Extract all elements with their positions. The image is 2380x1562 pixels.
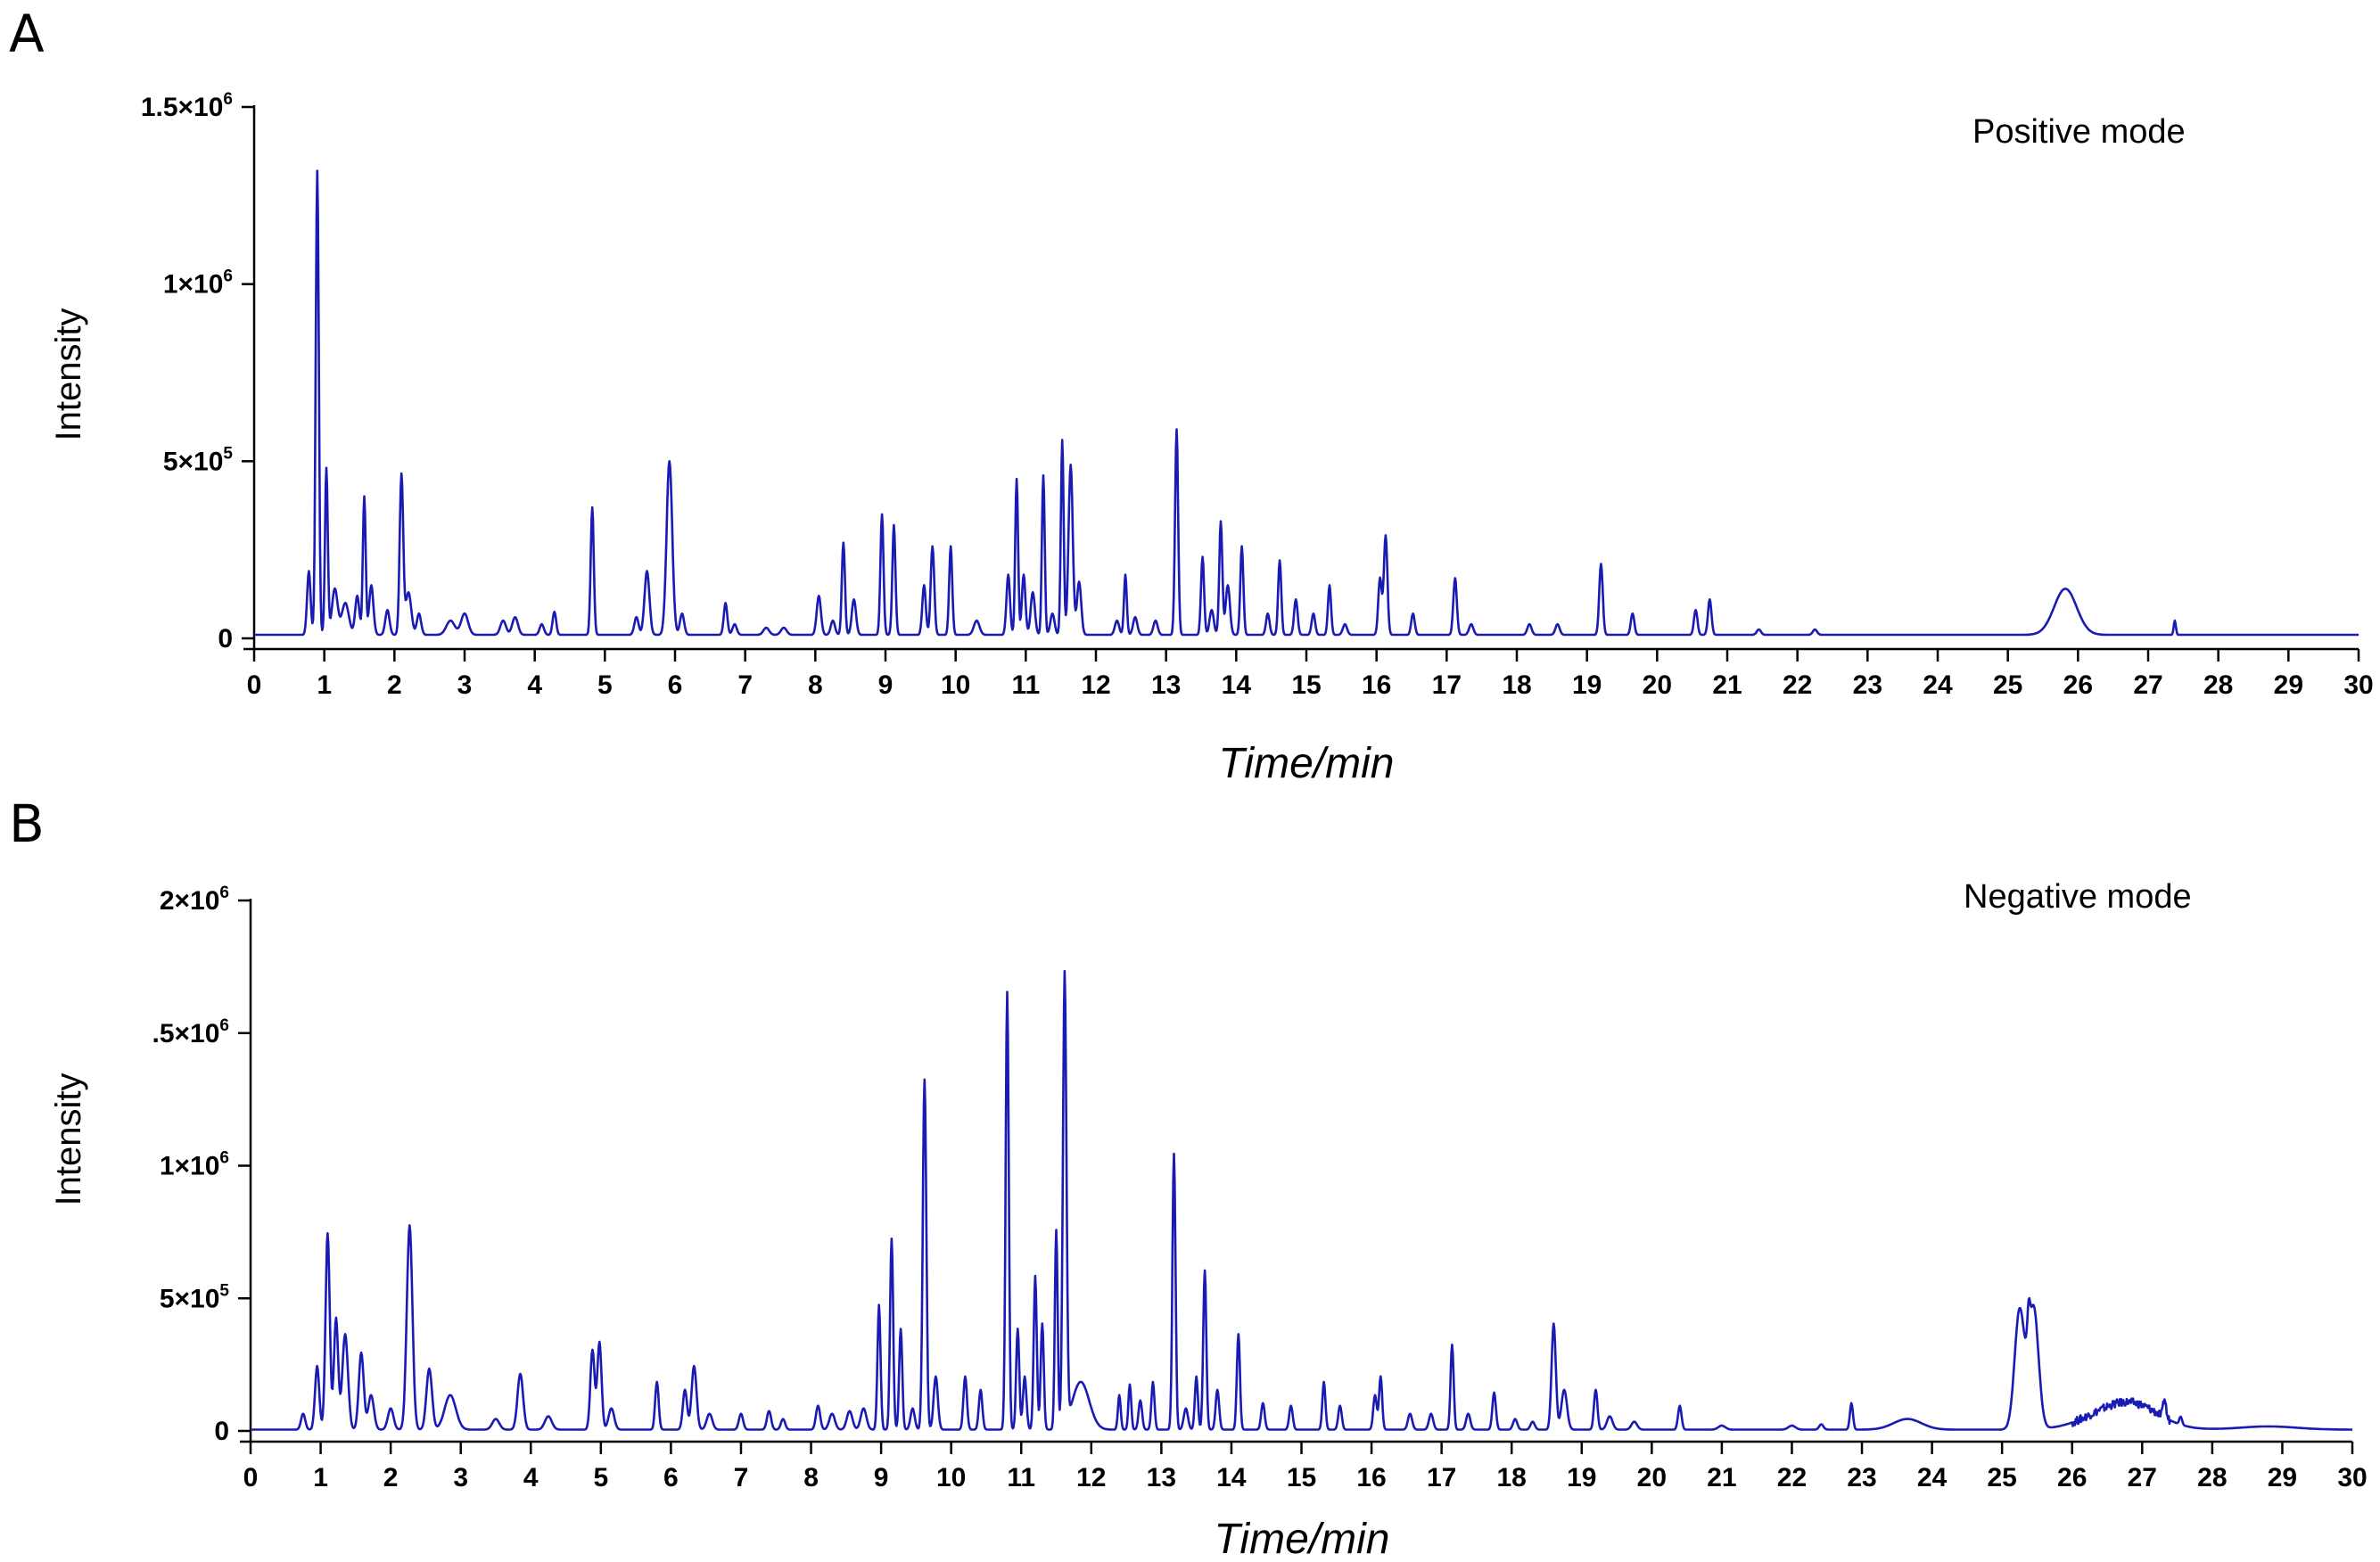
panel-a-x-tick-label: 26 [2063,670,2093,700]
panel-b-x-tick-label: 5 [593,1463,608,1492]
panel-a-mode-label: Positive mode [1972,113,2186,151]
panel-a-y-tick-label: 0 [218,624,233,654]
panel-b-x-tick-label: 22 [1777,1463,1807,1492]
panel-a-x-tick-label: 13 [1151,670,1181,700]
panel-b-x-tick-label: 14 [1216,1463,1247,1492]
panel-a-y-tick-label: 5×105 [163,444,234,476]
panel-a-x-tick-label: 27 [2133,670,2162,700]
panel-a: A Positive mode Intensity Time/min 0 5×10… [9,4,2374,787]
panel-a-x-tick-label: 0 [247,670,262,700]
panel-b-y-tick-exponent: 6 [219,884,229,902]
panel-b-x-tick-label: 1 [313,1463,328,1492]
panel-a-x-tick-label: 1 [317,670,332,700]
panel-b-y-tick-label: 2×106 [160,884,229,916]
panel-a-x-tick-label: 21 [1712,670,1742,700]
panel-a-x-tick-label: 2 [387,670,402,700]
panel-b-x-tick-label: 26 [2057,1463,2087,1492]
panel-a-x-tick-label: 11 [1011,670,1040,700]
panel-a-y-tick-exponent: 6 [223,90,233,109]
panel-a-x-tick-label: 19 [1572,670,1602,700]
panel-a-y-tick-exponent: 6 [223,267,233,286]
panel-a-x-tick-label: 25 [1993,670,2022,700]
panel-a-y-axis-title: Intensity [49,308,88,441]
panel-b-x-tick-label: 21 [1707,1463,1736,1492]
panel-b-y-axis-title: Intensity [49,1073,88,1206]
panel-a-y-tick-label: 1×106 [163,267,233,300]
panel-b-x-tick-label: 20 [1637,1463,1667,1492]
panel-a-chromatogram-trace [253,169,2359,637]
panel-a-x-tick-label: 24 [1923,670,1953,700]
panel-b-y-tick-label: .5×106 [152,1016,230,1048]
panel-b-x-tick-label: 12 [1076,1463,1106,1492]
panel-a-x-tick-label: 16 [1362,670,1391,700]
panel-a-x-tick-label: 30 [2343,670,2373,700]
panel-a-x-tick-label: 18 [1502,670,1531,700]
panel-b-x-axis-title: Time/min [1215,1516,1390,1562]
panel-b-x-tick-label: 19 [1567,1463,1596,1492]
panel-b-x-tick-label: 4 [523,1463,539,1492]
panel-b-x-tick-label: 24 [1917,1463,1948,1492]
panel-a-x-tick-label: 28 [2203,670,2233,700]
panel-b-x-tick-label: 25 [1987,1463,2016,1492]
panel-b-x-tick-label: 15 [1287,1463,1316,1492]
panel-a-x-tick-label: 3 [457,670,473,700]
panel-a-x-tick-label: 7 [737,670,753,700]
panel-b-x-tick-label: 30 [2337,1463,2367,1492]
panel-a-x-tick-label: 22 [1783,670,1812,700]
panel-b-x-tick-label: 28 [2197,1463,2227,1492]
panel-b-x-tick-label: 3 [453,1463,468,1492]
panel-b-x-tick-label: 8 [803,1463,819,1492]
panel-a-y-tick-label: 1.5×106 [141,90,233,122]
panel-b-x-tick-label: 10 [936,1463,966,1492]
panel-a-x-axis-title: Time/min [1219,740,1395,787]
panel-b-x-tick-label: 13 [1147,1463,1176,1492]
panel-b-x-tick-label: 23 [1847,1463,1876,1492]
panel-b-y-tick-exponent: 5 [219,1281,229,1300]
panel-b-x-tick-label: 9 [874,1463,889,1492]
panel-a-x-tick-label: 20 [1643,670,1672,700]
panel-a-x-tick-label: 17 [1432,670,1462,700]
panel-b-x-tick-label: 7 [734,1463,749,1492]
panel-a-letter: A [9,4,45,64]
panel-a-x-tick-label: 23 [1853,670,1882,700]
panel-a-x-tick-label: 8 [808,670,823,700]
panel-b-y-tick-exponent: 6 [219,1149,229,1168]
panel-b-x-tick-label: 6 [663,1463,679,1492]
panel-a-y-tick-exponent: 5 [223,444,233,463]
panel-a-x-tick-label: 29 [2274,670,2303,700]
panel-b-x-tick-label: 29 [2268,1463,2297,1492]
panel-a-x-tick-label: 15 [1291,670,1321,700]
panel-a-x-tick-label: 9 [878,670,894,700]
panel-b-x-tick-label: 11 [1007,1463,1035,1492]
panel-b: B Negative mode Intensity Time/min 0 5×10… [9,793,2368,1562]
panel-a-x-tick-label: 14 [1222,670,1252,700]
panel-b-x-tick-label: 16 [1356,1463,1386,1492]
panel-b-x-tick-label: 18 [1497,1463,1527,1492]
panel-b-x-tick-label: 17 [1427,1463,1456,1492]
panel-a-x-tick-label: 5 [597,670,613,700]
panel-b-mode-label: Negative mode [1964,878,2192,916]
panel-b-y-tick-label: 5×105 [160,1281,230,1313]
panel-b-letter: B [9,793,45,854]
panel-b-x-tick-label: 2 [383,1463,399,1492]
panel-b-y-tick-label: 0 [214,1417,229,1446]
panel-a-x-tick-label: 10 [941,670,970,700]
panel-b-y-tick-exponent: 6 [219,1016,229,1035]
panel-a-x-tick-label: 12 [1081,670,1110,700]
panel-b-y-tick-label: 1×106 [160,1149,229,1181]
panel-b-x-tick-label: 27 [2128,1463,2157,1492]
panel-a-x-tick-label: 4 [527,670,542,700]
panel-a-x-tick-label: 6 [668,670,683,700]
panel-b-chromatogram-trace [250,969,2353,1431]
panel-b-x-tick-label: 0 [243,1463,259,1492]
